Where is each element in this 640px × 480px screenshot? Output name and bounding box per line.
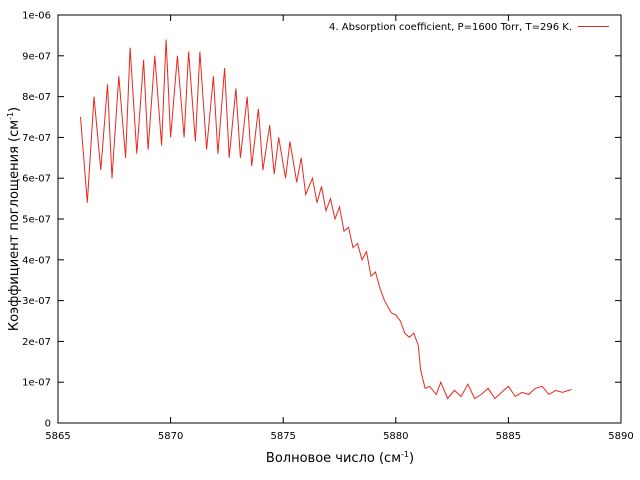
y-tick-label: 4e-07 <box>22 255 51 266</box>
x-tick-label: 5880 <box>383 431 408 442</box>
x-tick-label: 5865 <box>45 431 70 442</box>
y-tick-label: 1e-06 <box>22 11 51 22</box>
x-axis-title: Волновое число (см-1) <box>266 450 414 466</box>
axis-ticks: 5865 5870 5875 5880 5885 5890 0 1e-07 2e-07 3e-07… <box>22 11 634 443</box>
y-tick-label: 9e-07 <box>22 51 51 62</box>
x-tick-label: 5875 <box>270 431 295 442</box>
y-tick-label: 1e-07 <box>22 378 51 389</box>
y-tick-label: 6e-07 <box>22 174 51 185</box>
x-tick-label: 5885 <box>496 431 521 442</box>
legend-label: 4. Absorption coefficient, P=1600 Torr, … <box>329 22 572 33</box>
x-tick-label: 5890 <box>608 431 633 442</box>
y-tick-label: 5e-07 <box>22 215 51 226</box>
y-tick-label: 2e-07 <box>22 337 51 348</box>
y-tick-label: 0 <box>45 419 51 430</box>
y-axis-title: Коэффициент поглощения (см-1) <box>6 107 22 331</box>
series-layer <box>80 39 572 400</box>
y-tick-label: 8e-07 <box>22 92 51 103</box>
y-tick-label: 7e-07 <box>22 133 51 144</box>
x-tick-label: 5870 <box>158 431 183 442</box>
series-line <box>80 39 572 400</box>
legend: 4. Absorption coefficient, P=1600 Torr, … <box>329 22 609 33</box>
y-tick-label: 3e-07 <box>22 296 51 307</box>
